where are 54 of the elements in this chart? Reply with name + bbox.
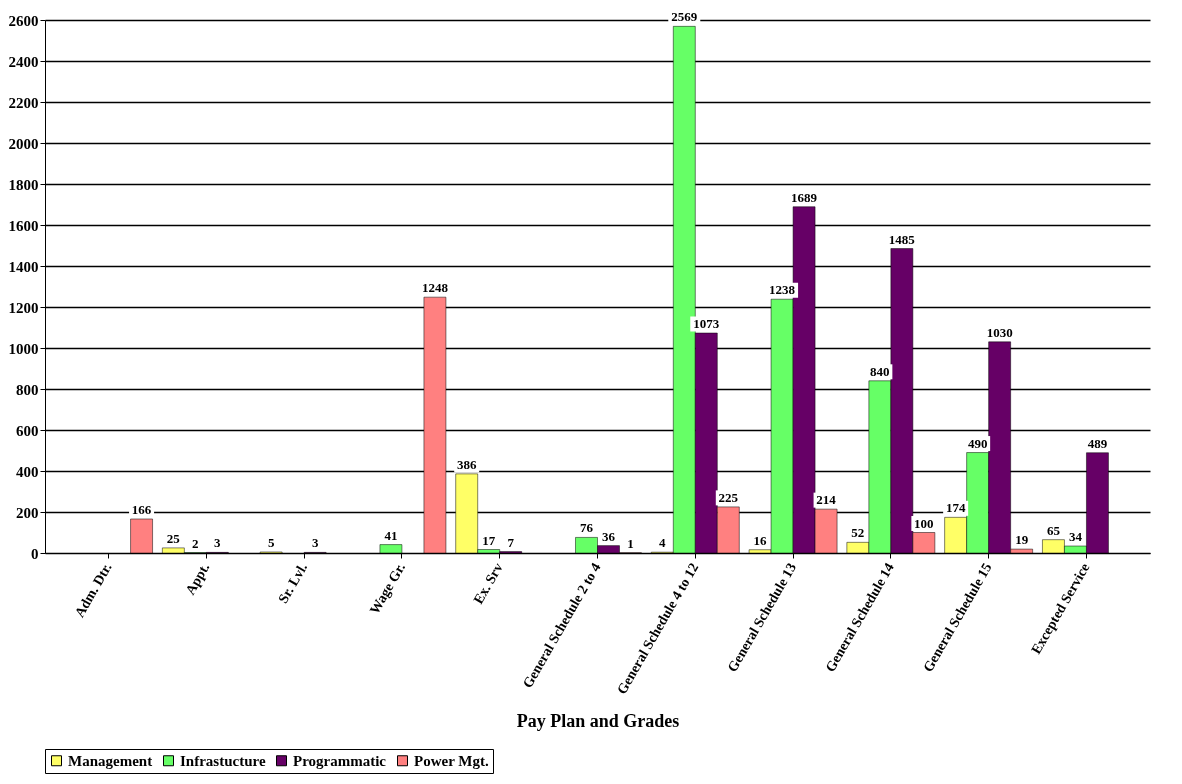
y-tick-label: 0 [31, 545, 39, 562]
data-label: 41 [384, 527, 398, 543]
data-label: 1248 [421, 280, 449, 296]
legend-label: Management [68, 752, 153, 769]
y-tick-label: 2200 [8, 94, 39, 111]
y-tick-label: 1000 [8, 340, 39, 357]
data-label: 1485 [888, 231, 916, 247]
y-tick-label: 2600 [8, 12, 39, 29]
y-tick-label: 1800 [8, 176, 39, 193]
data-label: 17 [482, 532, 496, 548]
x-tick-label: Sr. Lvl. [275, 560, 311, 606]
data-label: 386 [456, 456, 477, 472]
data-label: 166 [131, 501, 152, 517]
legend-label: Infrastucture [180, 752, 266, 769]
data-label: 1 [627, 535, 634, 551]
data-label: 1073 [693, 316, 720, 332]
data-label: 3 [311, 535, 319, 551]
x-axis-title: Pay Plan and Grades [516, 710, 680, 731]
legend-label: Programmatic [293, 752, 387, 769]
y-tick-label: 800 [16, 381, 39, 398]
data-label: 3 [214, 535, 222, 551]
data-label: 225 [718, 489, 739, 505]
y-tick-label: 400 [16, 463, 39, 480]
data-label: 19 [1015, 532, 1029, 548]
y-tick-label: 1200 [8, 299, 39, 316]
y-tick-label: 1600 [8, 217, 39, 234]
data-label: 1238 [769, 282, 796, 298]
data-label: 840 [870, 363, 890, 379]
data-label: 2 [192, 535, 199, 551]
y-tick-label: 200 [16, 504, 39, 521]
data-label: 34 [1068, 529, 1083, 545]
data-label: 490 [967, 435, 988, 451]
data-label: 7 [507, 534, 515, 550]
y-tick-label: 2000 [8, 135, 39, 152]
y-tick-label: 1400 [8, 258, 39, 275]
data-label: 4 [659, 535, 667, 551]
data-label: 100 [914, 515, 934, 531]
data-label: 174 [945, 500, 966, 516]
data-label: 2569 [671, 9, 698, 25]
data-label: 25 [166, 530, 181, 546]
legend-label: Power Mgt. [414, 752, 489, 769]
y-tick-label: 2400 [8, 53, 39, 70]
x-tick-label: Ex. Srv [470, 560, 506, 607]
data-label: 76 [580, 520, 594, 536]
y-tick-label: 600 [16, 422, 39, 439]
data-label: 36 [602, 528, 616, 544]
data-label: 1689 [791, 189, 818, 205]
data-label: 5 [267, 534, 275, 550]
data-label: 16 [753, 532, 768, 548]
data-label: 52 [851, 525, 865, 541]
data-label: 214 [816, 492, 837, 508]
data-label: 1030 [986, 324, 1013, 340]
data-label: 489 [1087, 435, 1108, 451]
data-label: 65 [1046, 522, 1061, 538]
